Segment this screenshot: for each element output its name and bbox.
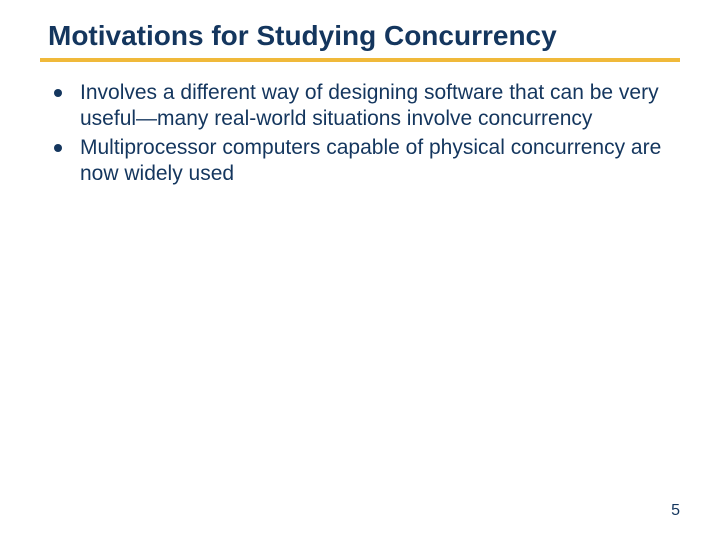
slide-body: Involves a different way of designing so… (40, 80, 680, 187)
page-number: 5 (671, 502, 680, 520)
bullet-item: Involves a different way of designing so… (46, 80, 674, 133)
bullet-item: Multiprocessor computers capable of phys… (46, 135, 674, 188)
bullet-text: Involves a different way of designing so… (80, 80, 674, 133)
slide-title: Motivations for Studying Concurrency (40, 20, 680, 58)
slide-container: Motivations for Studying Concurrency Inv… (0, 0, 720, 540)
bullet-marker-icon (54, 144, 62, 152)
bullet-marker-icon (54, 89, 62, 97)
bullet-text: Multiprocessor computers capable of phys… (80, 135, 674, 188)
title-divider (40, 58, 680, 62)
bullet-list: Involves a different way of designing so… (46, 80, 674, 187)
